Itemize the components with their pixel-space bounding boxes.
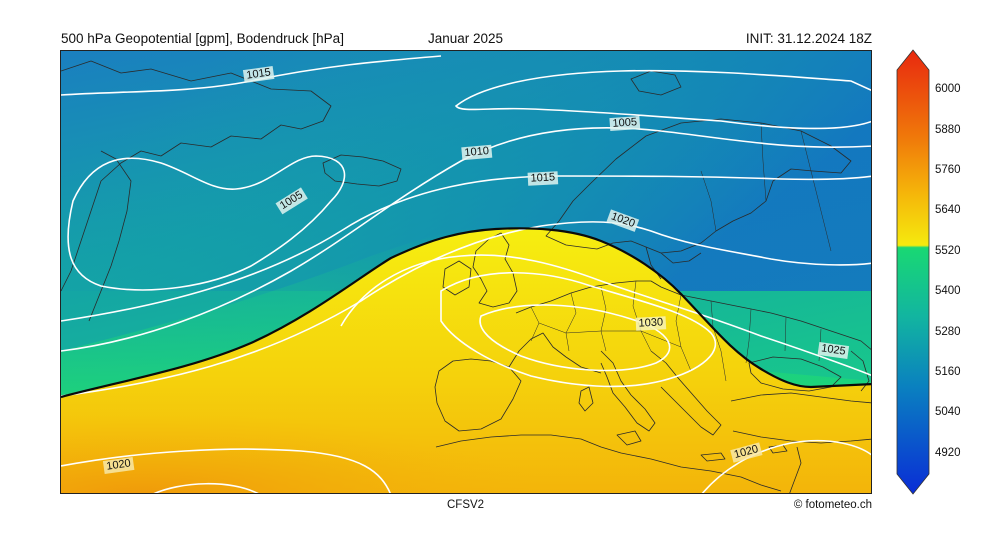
north-africa xyxy=(435,434,782,492)
nordic-borders xyxy=(700,122,832,252)
sicily xyxy=(616,430,642,446)
colorbar-tick-label: 5400 xyxy=(935,285,961,298)
isobar-1010 xyxy=(61,127,871,352)
isobar-label: 1025 xyxy=(817,341,850,360)
caspian xyxy=(850,350,870,392)
levant xyxy=(789,446,802,493)
colorbar-tick-label: 5160 xyxy=(935,366,961,378)
turkey-south xyxy=(732,430,871,444)
greenland-coast xyxy=(61,60,332,292)
iceland xyxy=(322,154,402,187)
chart-title: 500 hPa Geopotential [gpm], Bodendruck [… xyxy=(61,31,344,46)
svg-text:1025: 1025 xyxy=(820,342,846,357)
isobar-label: 1015 xyxy=(242,65,275,84)
forecast-month: Januar 2025 xyxy=(428,31,504,46)
contour-5520-line xyxy=(61,227,871,399)
colorbar-tick-label: 6000 xyxy=(935,83,961,96)
colorbar-tick-label: 5880 xyxy=(935,123,961,136)
crete xyxy=(700,452,726,462)
isobar-1020-south xyxy=(61,448,391,493)
warm-core-sw xyxy=(61,331,871,493)
isobar-label: 1005 xyxy=(609,115,641,132)
iberia xyxy=(434,358,522,432)
france-med xyxy=(508,332,602,374)
turkey xyxy=(730,392,871,404)
colorbar-body xyxy=(896,49,930,495)
svg-text:1015: 1015 xyxy=(246,66,272,81)
svg-text:1020: 1020 xyxy=(106,457,132,472)
scandinavia xyxy=(545,118,852,254)
colorbar-tick-label: 5760 xyxy=(935,164,961,176)
isobar-label: 1020 xyxy=(606,209,640,232)
isobar-label: 1020 xyxy=(730,442,763,463)
isobar-1025 xyxy=(340,254,871,377)
credit-label: © fotometeo.ch xyxy=(793,499,872,511)
isobar-1020 xyxy=(61,221,871,397)
init-time: INIT: 31.12.2024 18Z xyxy=(745,31,872,46)
colorbar-tick-label: 5520 xyxy=(935,244,961,257)
continental-europe xyxy=(515,280,871,350)
ireland xyxy=(442,260,472,296)
colorbar-tick-label: 5280 xyxy=(935,325,961,338)
italy xyxy=(600,350,656,432)
isobar-1025-inner xyxy=(479,304,671,372)
isobar-label: 1020 xyxy=(102,456,135,475)
svg-text:1015: 1015 xyxy=(530,171,555,184)
isobar-1005-greenland xyxy=(67,155,346,291)
balkans xyxy=(650,350,722,436)
sardinia xyxy=(578,386,594,412)
isobar-1005-scand xyxy=(454,69,871,130)
colorbar-tick-label: 5040 xyxy=(935,406,961,419)
isobar-label: 1030 xyxy=(635,316,667,331)
svg-text:1030: 1030 xyxy=(638,316,663,329)
isobar-label: 1010 xyxy=(461,144,493,161)
isobar-1015 xyxy=(61,175,871,322)
colorbar xyxy=(895,48,931,496)
isobar-1030 xyxy=(440,271,717,388)
isobar-label: 1015 xyxy=(527,171,559,186)
colorbar-tick-label: 5640 xyxy=(935,204,961,217)
isobar-1020-east xyxy=(701,439,871,493)
isobar-1015-sw xyxy=(153,482,259,493)
weather-map: 1015 1005 1010 1015 1005 1020 1030 1025 … xyxy=(60,50,872,494)
colorbar-tick-label: 4920 xyxy=(935,446,961,459)
svg-text:1005: 1005 xyxy=(612,116,637,130)
svg-text:1010: 1010 xyxy=(464,145,489,159)
model-label: CFSV2 xyxy=(447,499,485,511)
